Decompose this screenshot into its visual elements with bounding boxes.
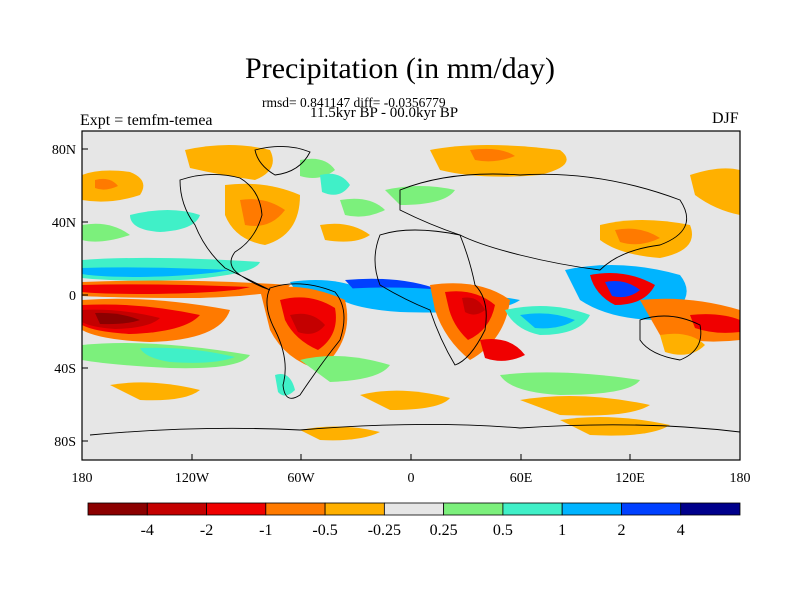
lon-label: 60W xyxy=(287,471,315,486)
lon-label: 60E xyxy=(510,471,533,486)
anomaly-patch xyxy=(385,186,455,205)
lon-label: 120E xyxy=(615,471,645,486)
colorbar-swatch xyxy=(324,502,385,516)
anomaly-patch xyxy=(300,426,380,441)
stats-period: 11.5kyr BP - 00.0kyr BP xyxy=(310,105,459,121)
anomaly-patch xyxy=(660,333,705,355)
colorbar-label: 0.25 xyxy=(430,522,458,539)
colorbar-swatch xyxy=(621,502,682,516)
anomaly-patch xyxy=(605,281,640,298)
lon-label: 180 xyxy=(730,471,751,486)
anomaly-patch xyxy=(560,416,670,436)
colorbar-swatch xyxy=(146,502,207,516)
colorbar-swatch xyxy=(265,502,326,516)
coastline-australia xyxy=(639,315,702,361)
colorbar-label: 2 xyxy=(617,522,625,539)
colorbar-label: 4 xyxy=(677,522,685,539)
anomaly-patch xyxy=(340,198,385,217)
colorbar-swatch xyxy=(561,502,622,516)
coastline-south-america xyxy=(266,283,345,399)
colorbar-label: -4 xyxy=(141,522,154,539)
anomaly-patch xyxy=(360,390,450,410)
colorbar-swatch xyxy=(443,502,504,516)
lat-label: 40N xyxy=(52,216,76,231)
colorbar-swatch xyxy=(502,502,563,516)
lat-axis: 80N 40N 0 40S 80S xyxy=(52,143,88,450)
anomaly-patch xyxy=(500,372,640,395)
anomaly-patch xyxy=(480,339,525,361)
anomaly-patch xyxy=(240,199,285,226)
anomaly-patch xyxy=(615,228,660,245)
anomaly-patch xyxy=(320,223,370,242)
anomaly-patch xyxy=(110,382,200,401)
anomaly-patch xyxy=(95,178,118,190)
anomaly-patch xyxy=(82,223,130,242)
colorbar: -4 -2 -1 -0.5 -0.25 0.25 0.5 1 2 4 xyxy=(87,502,741,539)
coastline-antarctica xyxy=(89,424,740,436)
colorbar-swatch xyxy=(680,502,741,516)
anomaly-patch xyxy=(95,312,140,325)
anomaly-patch xyxy=(275,374,295,396)
figure-title: Precipitation (in mm/day) xyxy=(245,52,555,85)
colorbar-swatch xyxy=(206,502,267,516)
lon-label: 180 xyxy=(72,471,93,486)
precip-field xyxy=(82,145,740,441)
anomaly-patch xyxy=(82,267,230,277)
anomaly-patch xyxy=(520,313,575,329)
lon-label: 0 xyxy=(408,471,415,486)
coastlines xyxy=(89,146,740,436)
coastline-greenland xyxy=(254,146,311,176)
stats-rmsd-diff: rmsd= 0.841147 diff= -0.0356779 xyxy=(262,95,446,110)
lat-label: 80S xyxy=(54,435,76,450)
lat-label: 40S xyxy=(54,362,76,377)
colorbar-swatch xyxy=(87,502,148,516)
experiment-label: Expt = temfm-temea xyxy=(80,112,213,129)
season-label: DJF xyxy=(712,110,739,127)
coastline-north-america xyxy=(179,174,271,291)
anomaly-patch xyxy=(430,145,567,177)
colorbar-swatch xyxy=(383,502,445,516)
lat-label: 80N xyxy=(52,143,76,158)
anomaly-patch xyxy=(300,158,335,178)
colorbar-label: -0.5 xyxy=(312,522,337,539)
anomaly-patch xyxy=(520,396,650,416)
lon-axis: 180 120W 60W 0 60E 120E 180 xyxy=(72,454,751,486)
colorbar-label: -0.25 xyxy=(368,522,401,539)
anomaly-patch xyxy=(140,347,235,363)
anomaly-patch xyxy=(82,284,250,294)
colorbar-label: 1 xyxy=(558,522,566,539)
anomaly-patch xyxy=(130,210,200,232)
anomaly-patch xyxy=(690,168,740,215)
anomaly-patch xyxy=(470,148,515,162)
anomaly-patch xyxy=(320,173,350,195)
lat-label: 0 xyxy=(69,289,76,304)
anomaly-patch xyxy=(185,145,273,180)
lon-label: 120W xyxy=(175,471,210,486)
colorbar-label: -1 xyxy=(259,522,272,539)
anomaly-patch xyxy=(462,297,485,315)
anomaly-patch xyxy=(690,314,740,333)
colorbar-label: 0.5 xyxy=(493,522,513,539)
anomaly-patch xyxy=(445,291,495,340)
coastline-eurasia xyxy=(399,173,688,271)
anomaly-patch xyxy=(290,313,325,334)
colorbar-label: -2 xyxy=(200,522,213,539)
